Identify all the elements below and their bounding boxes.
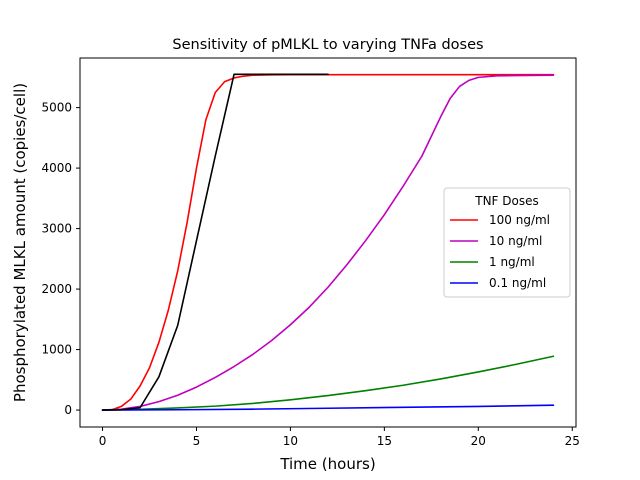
x-tick-label: 25 (565, 434, 580, 448)
y-tick-label: 2000 (41, 282, 72, 296)
legend-label: 1 ng/ml (489, 255, 535, 269)
y-tick-label: 1000 (41, 343, 72, 357)
series-line-10-ng-ml (101, 74, 555, 411)
chart-title: Sensitivity of pMLKL to varying TNFa dos… (172, 37, 483, 53)
y-tick-label: 0 (64, 403, 72, 417)
legend-box (443, 187, 571, 298)
x-tick-label: 0 (99, 434, 107, 448)
x-tick-label: 10 (283, 434, 298, 448)
legend: TNF Doses 100 ng/ml 10 ng/ml 1 ng/ml 0.1 ng/… (443, 187, 571, 298)
series-line-0-1-ng-ml (101, 404, 555, 411)
legend-title: TNF Doses (474, 194, 539, 208)
series-line-5 (101, 73, 329, 411)
x-tick-label: 5 (193, 434, 201, 448)
y-tick-label: 4000 (41, 161, 72, 175)
x-axis-label: Time (hours) (279, 455, 375, 473)
legend-label: 100 ng/ml (489, 213, 550, 227)
series-line-1-ng-ml (101, 355, 555, 411)
series-layer (101, 73, 555, 411)
y-tick-label: 5000 (41, 101, 72, 115)
legend-label: 0.1 ng/ml (489, 276, 546, 290)
legend-label: 10 ng/ml (489, 234, 542, 248)
y-axis-label: Phosphorylated MLKL amount (copies/cell) (11, 83, 29, 402)
plot-frame (79, 57, 577, 428)
x-tick-label: 15 (377, 434, 392, 448)
y-tick-label: 3000 (41, 222, 72, 236)
axes-layer: 0 5 10 15 20 25 0 1000 2000 3000 4000 5000 (41, 57, 580, 448)
x-tick-label: 20 (471, 434, 486, 448)
